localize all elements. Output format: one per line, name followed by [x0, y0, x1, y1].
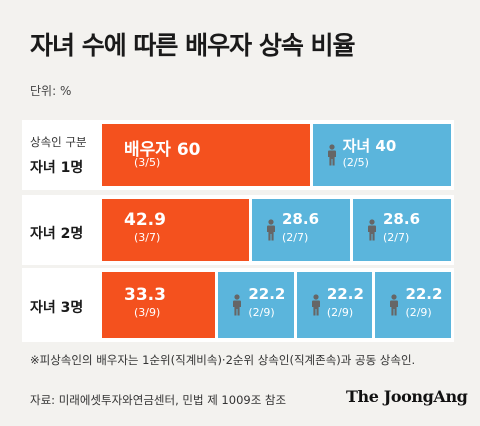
child-bar-segment: 22.2 (2/9): [375, 272, 451, 338]
unit-label: 단위: %: [30, 84, 72, 98]
row-label: 자녀 1명: [30, 160, 84, 176]
child-bar-segment: 자녀 40 (2/5): [312, 124, 451, 186]
segment-value-label: 22.2: [405, 285, 443, 303]
person-icon: [232, 294, 242, 316]
segment-value-label: 22.2: [248, 285, 286, 303]
person-icon: [327, 144, 337, 166]
segment-fraction-label: (2/7): [383, 231, 410, 244]
person-icon: [266, 219, 276, 241]
segment-fraction-label: (3/5): [134, 156, 161, 169]
segment-value-label: 33.3: [124, 285, 166, 305]
segment-value-label: 배우자 60: [124, 140, 201, 160]
child-bar-segment: 22.2 (2/9): [218, 272, 294, 338]
segment-value-label: 자녀 40: [342, 137, 397, 155]
segment-fraction-label: (2/9): [405, 306, 432, 319]
footnote: ※피상속인의 배우자는 1순위(직계비속)·2순위 상속인(직계존속)과 공동 …: [30, 353, 416, 367]
source-credit: 자료: 미래에셋투자와연금센터, 민법 제 1009조 참조: [30, 393, 287, 407]
column-header-label: 상속인 구분: [30, 135, 87, 149]
person-icon: [311, 294, 321, 316]
spouse-bar-segment: 42.9 (3/7): [102, 199, 249, 261]
child-bar-segment: 28.6 (2/7): [252, 199, 350, 261]
publisher-logo: The JoongAng: [346, 387, 468, 406]
segment-fraction-label: (3/9): [134, 306, 161, 319]
chart-title: 자녀 수에 따른 배우자 상속 비율: [30, 31, 356, 60]
segment-value-label: 42.9: [124, 210, 166, 230]
segment-fraction-label: (3/7): [134, 231, 161, 244]
child-bar-segment: 28.6 (2/7): [353, 199, 451, 261]
child-bar-segment: 22.2 (2/9): [296, 272, 373, 338]
segment-fraction-label: (2/7): [282, 231, 309, 244]
segment-value-label: 22.2: [326, 285, 364, 303]
person-icon: [389, 294, 399, 316]
row-label: 자녀 3명: [30, 300, 84, 316]
spouse-bar-segment: 배우자 60 (3/5): [102, 124, 310, 186]
row-label: 자녀 2명: [30, 226, 84, 242]
segment-fraction-label: (2/9): [248, 306, 275, 319]
segment-fraction-label: (2/5): [342, 156, 369, 169]
spouse-bar-segment: 33.3 (3/9): [102, 272, 216, 338]
segment-value-label: 28.6: [282, 210, 320, 228]
segment-fraction-label: (2/9): [326, 306, 354, 319]
segment-value-label: 28.6: [383, 210, 421, 228]
person-icon: [367, 219, 377, 241]
